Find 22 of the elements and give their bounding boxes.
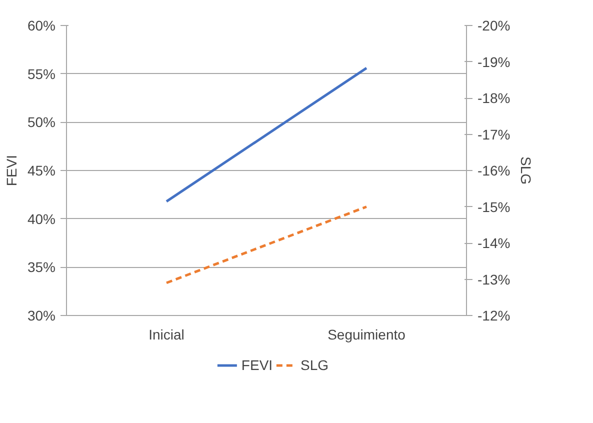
legend-label: FEVI xyxy=(241,357,273,373)
y-tick-label: 60% xyxy=(27,18,56,34)
y-tick-label: 50% xyxy=(27,114,56,130)
y2-tick-label: -14% xyxy=(478,235,510,251)
y2-tick-label: -15% xyxy=(478,198,510,215)
y2-tick-label: -18% xyxy=(478,90,510,106)
y2-axis-title: SLG xyxy=(518,156,534,185)
y-tick-label: 40% xyxy=(27,210,56,227)
y2-tick-label: -13% xyxy=(478,271,510,288)
y-tick-label: 35% xyxy=(27,259,56,276)
y2-tick-label: -17% xyxy=(478,126,510,142)
y2-tick-label: -19% xyxy=(478,54,510,70)
x-tick-label: Inicial xyxy=(148,326,184,342)
x-tick-label: Seguimiento xyxy=(328,326,406,342)
y2-tick-label: -20% xyxy=(478,18,510,34)
y-tick-label: 45% xyxy=(27,162,56,178)
legend-label: SLG xyxy=(300,357,329,373)
y-axis-title: FEVI xyxy=(3,154,20,186)
y-tick-label: 55% xyxy=(27,66,56,82)
y2-tick-label: -12% xyxy=(478,308,510,324)
y-tick-label: 30% xyxy=(27,308,56,324)
y2-tick-label: -16% xyxy=(478,162,510,178)
